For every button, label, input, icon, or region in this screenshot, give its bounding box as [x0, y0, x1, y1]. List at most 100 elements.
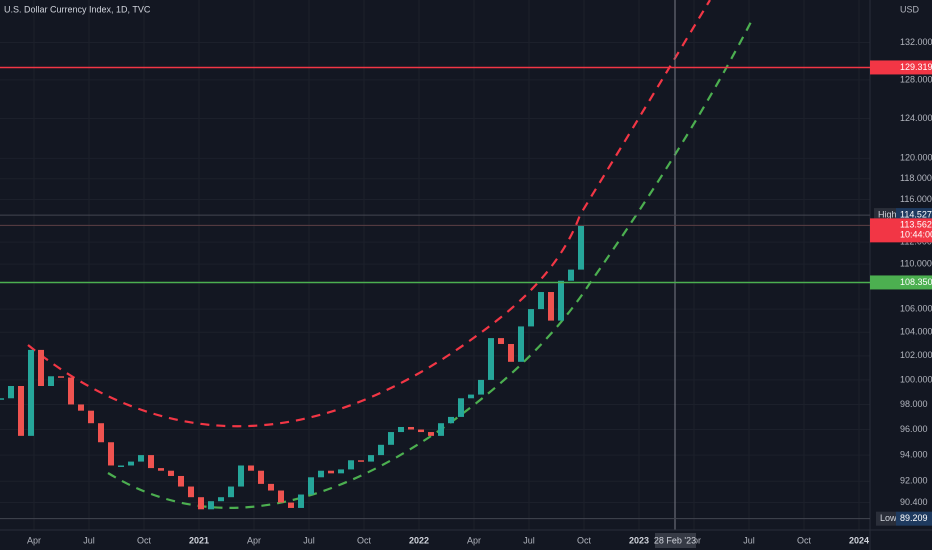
- candle: [138, 455, 144, 462]
- price-tag-label: 129.319: [900, 62, 932, 72]
- y-tick-label: 98.000: [900, 399, 928, 409]
- candle: [258, 470, 264, 484]
- candle: [108, 442, 114, 466]
- candle: [348, 460, 354, 470]
- candle: [448, 416, 454, 424]
- candle: [148, 455, 154, 469]
- candle: [8, 386, 14, 399]
- high-value: 114.527: [900, 209, 932, 219]
- y-tick-label: 102.000: [900, 350, 932, 360]
- x-tick-label: 2023: [629, 535, 649, 545]
- candle: [538, 292, 544, 310]
- candle: [468, 394, 474, 399]
- candle: [288, 502, 294, 508]
- x-tick-label: Apr: [467, 535, 481, 545]
- candle: [178, 475, 184, 487]
- x-tick-label: Oct: [137, 535, 152, 545]
- candle: [308, 477, 314, 495]
- candle: [168, 470, 174, 476]
- y-tick-label: 118.000: [900, 173, 932, 183]
- y-tick-label: 128.000: [900, 74, 932, 84]
- x-tick-label: Apr: [27, 535, 41, 545]
- candle: [188, 486, 194, 498]
- chart-title: U.S. Dollar Currency Index, 1D, TVC: [4, 4, 151, 14]
- candle: [398, 426, 404, 433]
- y-tick-label: 132.000: [900, 37, 932, 47]
- candle: [478, 379, 484, 395]
- candle: [128, 461, 134, 466]
- candle: [558, 280, 564, 321]
- y-tick-label: 106.000: [900, 303, 932, 313]
- candle: [438, 423, 444, 436]
- candle: [328, 470, 334, 474]
- candle: [298, 494, 304, 508]
- x-tick-label: Jul: [743, 535, 755, 545]
- y-tick-label: 92.000: [900, 476, 928, 486]
- candle: [28, 349, 34, 436]
- price-tag: [870, 275, 932, 290]
- candle: [18, 386, 24, 436]
- x-tick-label: Oct: [577, 535, 592, 545]
- low-value: 89.209: [900, 513, 928, 523]
- price-tag-label: 108.350: [900, 277, 932, 287]
- candle: [428, 432, 434, 436]
- price-unit: USD: [900, 4, 920, 14]
- candle: [458, 398, 464, 417]
- x-tick-label: Oct: [357, 535, 372, 545]
- candle: [198, 497, 204, 510]
- candle: [408, 426, 414, 430]
- x-tick-label: Apr: [247, 535, 261, 545]
- candle: [528, 309, 534, 327]
- candle: [318, 470, 324, 478]
- low-name: Low: [880, 513, 897, 523]
- candle: [338, 469, 344, 474]
- upper-curve: [27, 0, 711, 428]
- x-tick-label: 2021: [189, 535, 209, 545]
- y-tick-label: 124.000: [900, 113, 932, 123]
- candle: [58, 376, 64, 378]
- candle: [378, 444, 384, 456]
- candle: [518, 326, 524, 362]
- candle: [218, 497, 224, 502]
- lower-curve: [107, 19, 753, 509]
- candle: [248, 465, 254, 471]
- candle: [368, 455, 374, 462]
- y-tick-label: 104.000: [900, 327, 932, 337]
- x-tick-label: 2024: [849, 535, 869, 545]
- candle: [488, 338, 494, 380]
- low-name-box: [876, 511, 896, 526]
- y-tick-label: 120.000: [900, 153, 932, 163]
- candle: [118, 465, 124, 467]
- crosshair-tag: [655, 533, 696, 548]
- candle: [388, 432, 394, 445]
- last-value: 113.562: [900, 220, 932, 230]
- candle: [38, 349, 44, 387]
- candle: [568, 269, 574, 281]
- candle: [548, 292, 554, 321]
- candle: [158, 468, 164, 471]
- candle: [0, 398, 4, 400]
- candle: [358, 460, 364, 462]
- candle: [278, 490, 284, 503]
- candle: [78, 404, 84, 411]
- high-name: High: [878, 209, 897, 219]
- candle: [418, 429, 424, 433]
- x-tick-label: Jul: [83, 535, 95, 545]
- candle: [498, 338, 504, 344]
- y-tick-label: 94.000: [900, 449, 928, 459]
- candle: [228, 486, 234, 498]
- y-tick-label: 116.000: [900, 194, 932, 204]
- x-tick-label: Jul: [523, 535, 535, 545]
- x-tick-label: Oct: [797, 535, 812, 545]
- candle: [88, 410, 94, 424]
- candle: [208, 501, 214, 510]
- x-tick-label: 2022: [409, 535, 429, 545]
- price-tags: 129.319 108.350 High 114.527113.56210:44:00…: [0, 60, 932, 548]
- grid: [0, 0, 870, 530]
- crosshair-label: 28 Feb '23: [654, 535, 696, 545]
- candles: [0, 226, 584, 510]
- y-tick-label: 90.400: [900, 497, 928, 507]
- low-tag: [896, 511, 932, 526]
